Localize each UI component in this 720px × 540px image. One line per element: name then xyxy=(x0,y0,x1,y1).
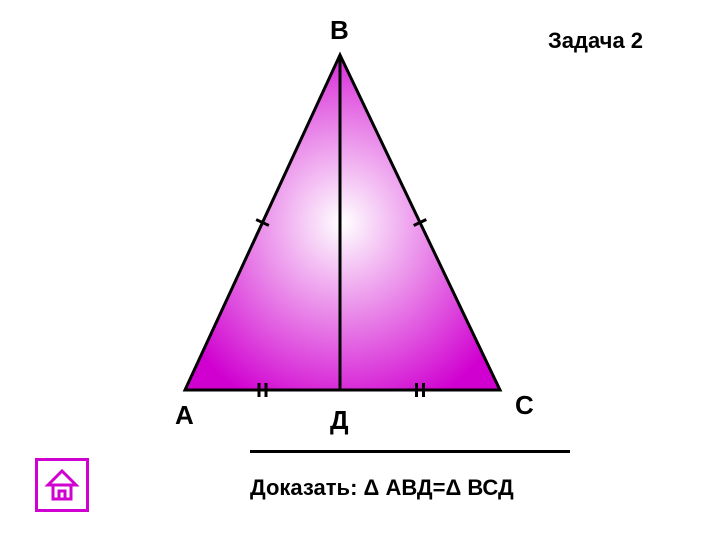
triangle-abc xyxy=(185,55,500,390)
vertex-label-c: С xyxy=(515,390,534,421)
vertex-label-b: В xyxy=(330,15,349,46)
home-icon xyxy=(44,467,80,503)
prove-text: Доказать: Δ АВД=Δ ВСД xyxy=(250,475,514,501)
triangle-diagram xyxy=(0,0,720,540)
vertex-label-a: А xyxy=(175,400,194,431)
task-label: Задача 2 xyxy=(548,28,668,54)
divider xyxy=(250,450,570,453)
home-button[interactable] xyxy=(35,458,89,512)
vertex-label-d: Д xyxy=(330,405,349,436)
